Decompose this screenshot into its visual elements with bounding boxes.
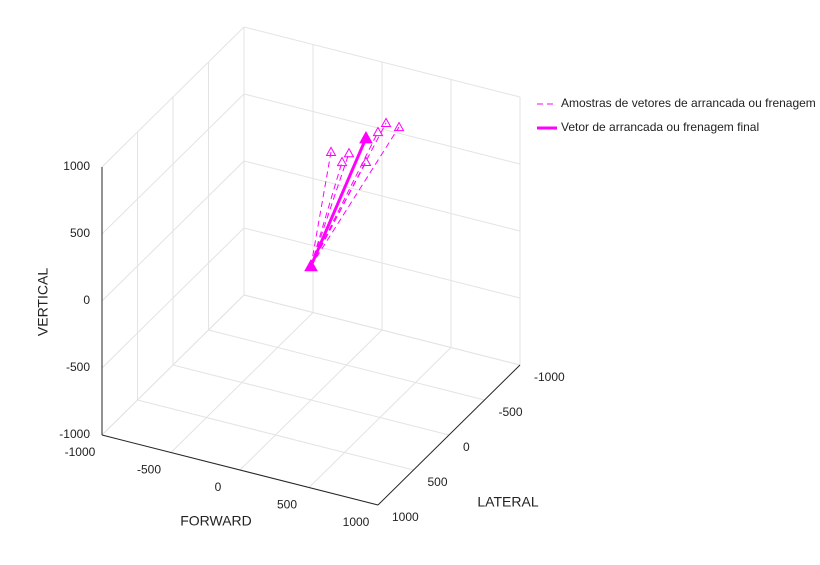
legend-label: Amostras de vetores de arrancada ou fren…	[561, 96, 816, 110]
grid-line	[243, 227, 521, 299]
grid-line	[243, 294, 521, 366]
grid-line	[172, 364, 450, 436]
final-vector	[309, 137, 368, 267]
marker	[393, 121, 405, 132]
grid-line	[101, 93, 245, 235]
z-axis-label: VERTICAL	[35, 268, 51, 336]
marker	[325, 146, 337, 157]
grid-line	[137, 399, 414, 471]
grid-line	[101, 294, 245, 436]
x-axis-label: FORWARD	[180, 513, 252, 529]
y-axis-label: LATERAL	[477, 494, 538, 510]
grid-line	[208, 329, 485, 401]
z-tick-label: -500	[66, 360, 90, 374]
grid-line	[243, 160, 521, 232]
sample-vector	[310, 161, 343, 267]
y-tick-label: 0	[463, 440, 470, 454]
y-tick-label: 1000	[392, 510, 419, 524]
y-tick-label: -500	[499, 405, 523, 419]
marker	[360, 156, 372, 167]
y-axis-line	[377, 364, 521, 506]
grid-line	[101, 26, 245, 168]
sample-vector	[310, 122, 387, 267]
grid-line	[243, 93, 521, 165]
legend-label: Vetor de arrancada ou frenagem final	[561, 120, 759, 134]
marker	[372, 126, 384, 137]
marker	[380, 117, 392, 128]
z-tick-label: 0	[83, 293, 90, 307]
marker	[304, 258, 318, 272]
legend: Amostras de vetores de arrancada ou fren…	[537, 96, 816, 134]
grid-line	[243, 26, 521, 98]
x-tick-label: 1000	[343, 515, 370, 529]
grid-line	[101, 160, 245, 302]
x-tick-label: -500	[137, 463, 161, 477]
x-tick-label: 0	[215, 480, 222, 494]
x-axis-line	[101, 434, 379, 506]
z-tick-label: 500	[70, 226, 90, 240]
marker	[343, 147, 355, 158]
z-tick-label: -1000	[59, 427, 90, 441]
z-tick-label: 1000	[63, 159, 90, 173]
y-tick-label: 500	[428, 475, 448, 489]
marker	[359, 131, 373, 144]
axes: -1000 -500 0 500 1000 -1000 -500 0 500 1000 -1000 -…	[59, 159, 565, 529]
sample-vector	[310, 126, 400, 267]
marker	[336, 156, 348, 167]
y-tick-label: -1000	[534, 370, 565, 384]
x-tick-label: -1000	[65, 445, 96, 459]
grid-line	[101, 227, 245, 369]
grid	[101, 26, 521, 506]
x-tick-label: 500	[277, 498, 297, 512]
plot-area	[304, 117, 405, 272]
